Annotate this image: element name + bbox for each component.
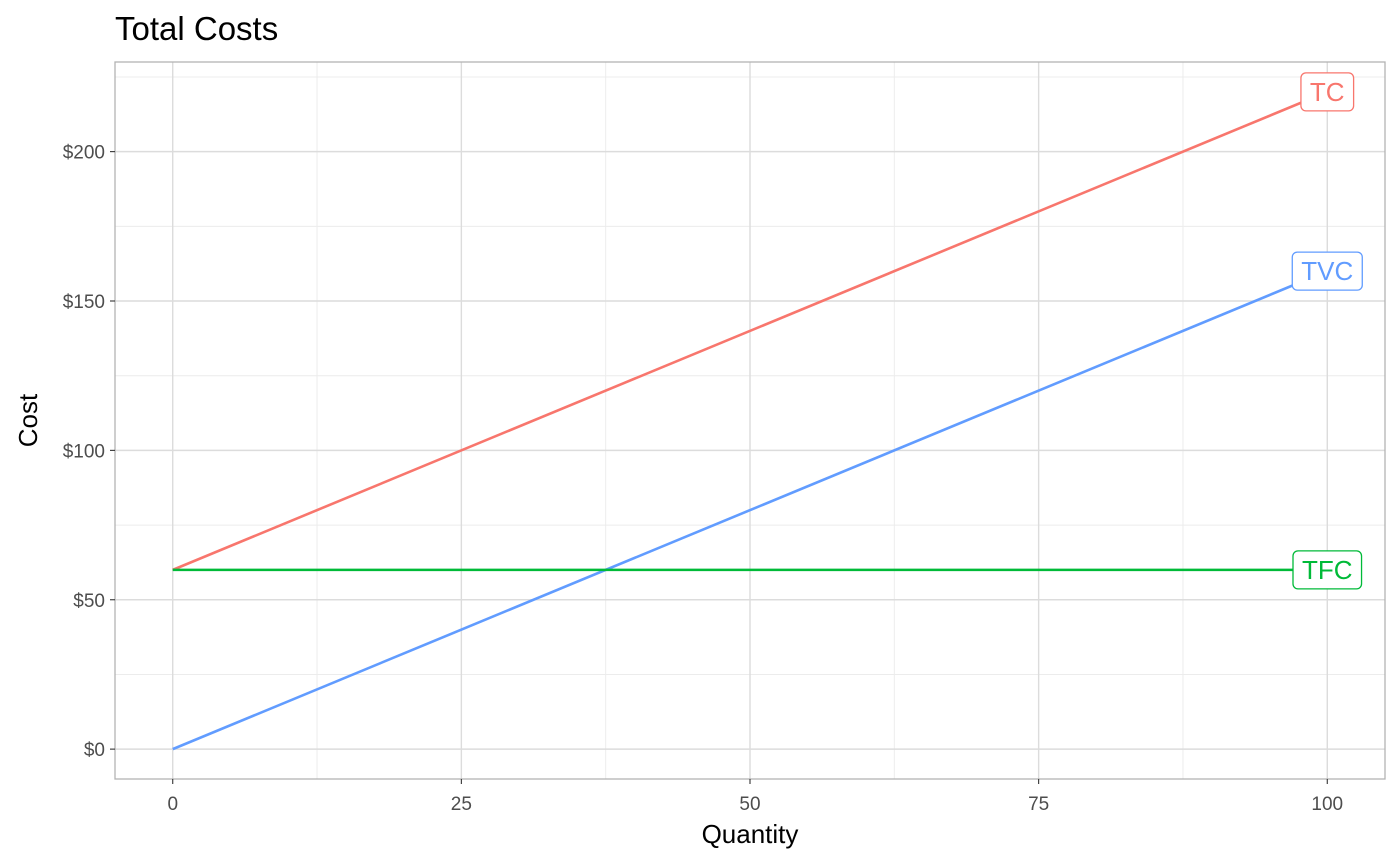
y-tick-label: $200 — [63, 143, 105, 164]
x-axis-ticks: 0 25 50 75 100 — [167, 779, 1343, 815]
series-label-box — [1300, 72, 1355, 112]
series-line-tvc — [172, 269, 1328, 751]
major-gridlines — [115, 62, 1385, 779]
x-axis-title: Quantity — [702, 819, 799, 849]
x-tick-label: 0 — [167, 794, 178, 815]
x-tick-label: 75 — [1028, 794, 1049, 815]
series-label-text: TC — [1310, 77, 1345, 107]
y-tick-label: $50 — [73, 591, 105, 612]
y-tick-label: $100 — [63, 441, 105, 462]
series-line-tc — [172, 90, 1328, 572]
series-labels: TC TVC TFC — [1291, 72, 1363, 590]
y-axis-title: Cost — [13, 393, 43, 447]
series-label-box — [1291, 251, 1363, 291]
series-label-tfc: TFC — [1292, 550, 1363, 590]
series-label-tvc: TVC — [1291, 251, 1363, 291]
series-label-tc: TC — [1300, 72, 1355, 112]
series-label-text: TVC — [1301, 256, 1353, 286]
x-tick-label: 25 — [451, 794, 472, 815]
y-tick-label: $0 — [84, 740, 105, 761]
y-tick-label: $150 — [63, 292, 105, 313]
series-lines — [172, 90, 1328, 751]
chart-title: Total Costs — [115, 10, 278, 47]
x-tick-label: 50 — [739, 794, 760, 815]
series-label-box — [1292, 550, 1363, 590]
x-tick-label: 100 — [1311, 794, 1343, 815]
y-axis-ticks: $0 $50 $100 $150 $200 — [63, 143, 115, 761]
series-label-text: TFC — [1302, 555, 1353, 585]
